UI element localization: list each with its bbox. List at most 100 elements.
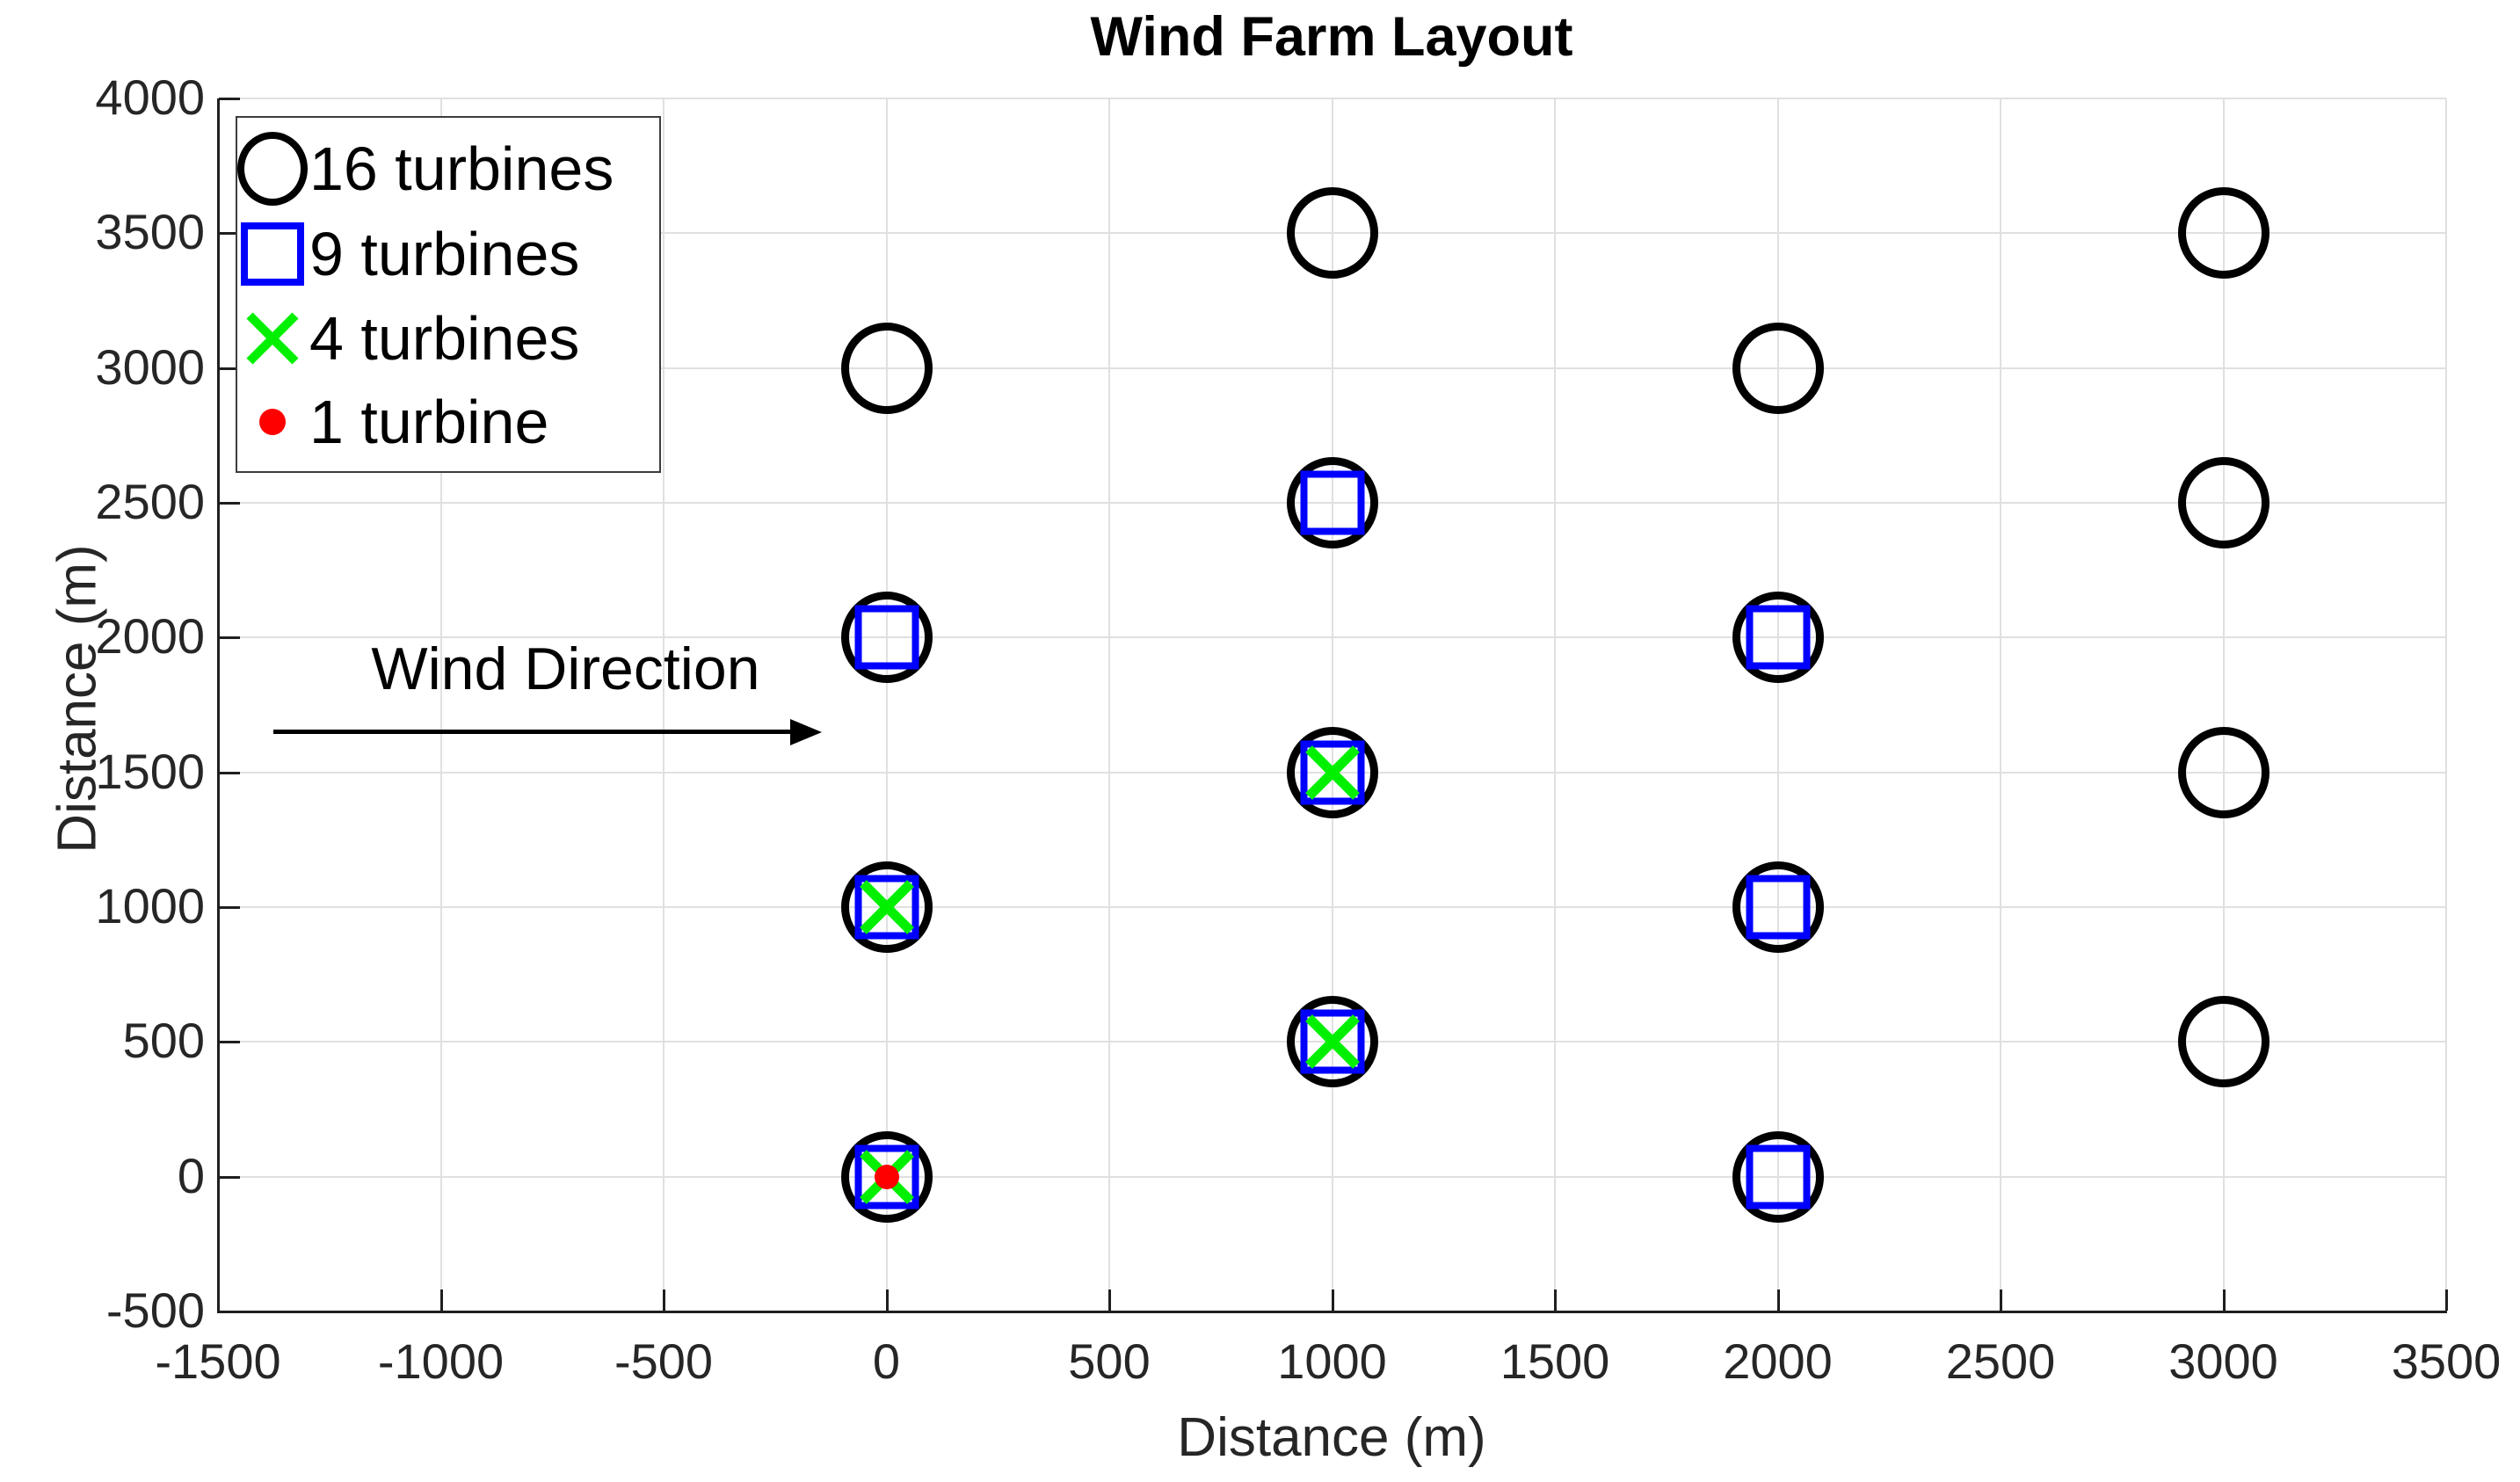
marker-square [1300,740,1364,805]
chart-title: Wind Farm Layout [1090,6,1573,68]
turbine-marker [1746,605,1810,670]
turbine-marker [874,1164,899,1189]
legend-marker-cell [237,131,308,206]
plot-right-edge [2445,98,2447,1311]
y-tick-mark [219,771,240,774]
gridline-vertical [663,98,664,1311]
legend-row: 1 turbine [237,387,659,457]
marker-square [854,605,919,670]
x-tick-mark [885,1289,889,1311]
x-axis-line [217,1311,2447,1313]
y-tick-label: 2000 [95,608,205,665]
x-tick-label: 3000 [2168,1333,2278,1389]
x-tick-mark [2445,1289,2448,1311]
gridline-vertical [2000,98,2001,1311]
x-tick-label: -1500 [155,1333,281,1389]
wind-direction-arrow [273,730,794,735]
turbine-marker [2177,457,2269,548]
y-tick-mark [219,1041,240,1044]
turbine-marker [859,879,915,935]
turbine-marker [1732,861,1824,953]
x-tick-mark [1331,1289,1334,1311]
wind-direction-label: Wind Direction [371,635,760,702]
y-tick-mark [219,1311,240,1313]
x-tick-label: 1500 [1500,1333,1610,1389]
gridline-horizontal [218,636,2446,639]
x-tick-mark [1776,1289,1780,1311]
x-tick-mark [663,1289,665,1311]
turbine-marker [840,592,933,684]
marker-circle [1286,726,1378,818]
marker-circle [1732,861,1824,953]
y-tick-label: 3500 [95,204,205,260]
x-tick-label: 3500 [2391,1333,2502,1389]
marker-circle [840,861,933,953]
gridline-vertical [1331,98,1333,1311]
legend-label: 1 turbine [309,388,549,457]
marker-square [241,222,304,287]
gridline-horizontal [218,1175,2446,1178]
turbine-marker [1300,1009,1364,1074]
legend-row: 16 turbines [237,131,659,206]
marker-square [1746,605,1810,670]
turbine-marker [1300,470,1364,535]
y-tick-label: -500 [105,1282,205,1339]
turbine-marker [1304,1013,1361,1070]
legend-marker-cell [237,311,308,366]
turbine-marker [1304,745,1361,801]
marker-square [1300,1009,1364,1074]
y-tick-label: 500 [122,1013,205,1069]
gridline-vertical [1554,98,1556,1311]
marker-circle [840,322,933,414]
turbine-marker [854,1144,919,1210]
y-tick-label: 1000 [95,878,205,934]
turbine-marker [840,861,933,953]
marker-circle [840,592,933,684]
gridline-vertical [1108,98,1110,1311]
y-tick-mark [219,367,240,370]
x-tick-mark [439,1289,443,1311]
y-tick-label: 3000 [95,338,205,395]
marker-circle [1286,457,1378,548]
turbine-marker [1732,592,1824,684]
y-tick-mark [219,232,240,236]
x-tick-mark [1554,1289,1557,1311]
marker-circle [2177,457,2269,548]
turbine-marker [854,875,919,940]
turbine-marker [1732,322,1824,414]
legend: 16 turbines 9 turbines 4 turbines 1 turbine [236,116,661,473]
x-tick-mark [2000,1289,2002,1311]
turbine-marker [840,1130,933,1223]
marker-square [1746,875,1810,940]
turbine-marker [1286,726,1378,818]
marker-circle [1732,592,1824,684]
marker-circle [2177,996,2269,1088]
marker-square [1746,1144,1810,1210]
plot-top-edge [218,98,2446,99]
x-tick-label: -500 [614,1333,714,1389]
gridline-vertical [439,98,442,1311]
gridline-vertical [885,98,888,1311]
x-tick-label: 2000 [1723,1333,1833,1389]
gridline-horizontal [218,367,2446,369]
x-tick-mark [2222,1289,2226,1311]
x-axis-label: Distance (m) [1177,1407,1486,1468]
marker-circle [2177,187,2269,280]
marker-circle [1286,187,1378,280]
legend-row: 4 turbines [237,303,659,374]
legend-marker-cell [237,222,308,287]
turbine-marker [2177,996,2269,1088]
marker-circle [1732,322,1824,414]
legend-row: 9 turbines [237,219,659,289]
gridline-vertical [1776,98,1779,1311]
gridline-horizontal [218,906,2446,908]
marker-square [854,875,919,940]
x-tick-label: 1000 [1277,1333,1387,1389]
turbine-marker [840,322,933,414]
x-tick-label: -1000 [377,1333,505,1389]
marker-circle [1732,1130,1824,1223]
marker-circle [2177,726,2269,818]
x-tick-mark [1108,1289,1111,1311]
marker-square [854,1144,919,1210]
